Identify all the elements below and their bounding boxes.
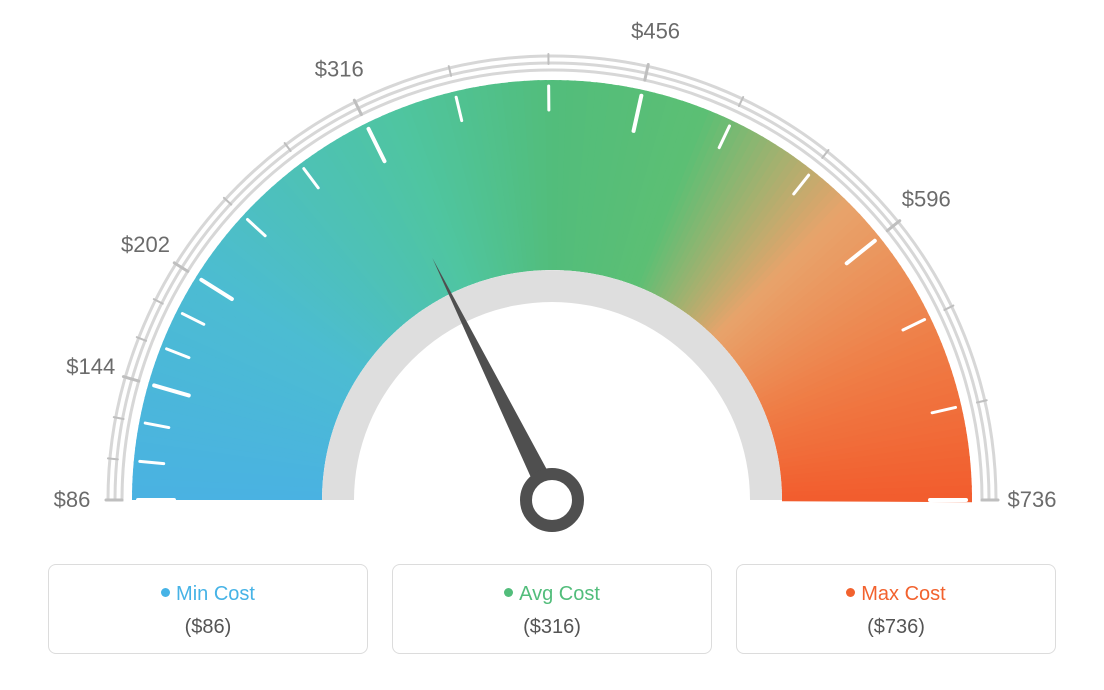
tick-label: $596 [902,186,951,211]
dot-icon [161,588,170,597]
tick-label: $316 [315,57,364,82]
legend-card-avg: Avg Cost ($316) [392,564,712,654]
legend-label: Max Cost [861,583,945,605]
tick-label: $202 [121,232,170,257]
legend-label: Avg Cost [519,583,600,605]
legend-card-max: Max Cost ($736) [736,564,1056,654]
gauge-svg: $86 $144 $202 $316 $456 $596 $736 [0,0,1104,560]
legend-title-max: Max Cost [747,583,1045,606]
legend-card-min: Min Cost ($86) [48,564,368,654]
legend-row: Min Cost ($86) Avg Cost ($316) Max Cost … [0,564,1104,654]
tick-label: $144 [66,354,115,379]
gauge-needle-hub [526,474,578,526]
gauge-chart: $86 $144 $202 $316 $456 $596 $736 [0,0,1104,560]
tick-label: $86 [54,487,91,512]
legend-title-min: Min Cost [59,583,357,606]
tick-label: $736 [1008,487,1057,512]
dot-icon [504,588,513,597]
dot-icon [846,588,855,597]
tick-label: $456 [631,18,680,43]
legend-value-min: ($86) [59,616,357,639]
legend-value-max: ($736) [747,616,1045,639]
legend-title-avg: Avg Cost [403,583,701,606]
legend-value-avg: ($316) [403,616,701,639]
legend-label: Min Cost [176,583,255,605]
